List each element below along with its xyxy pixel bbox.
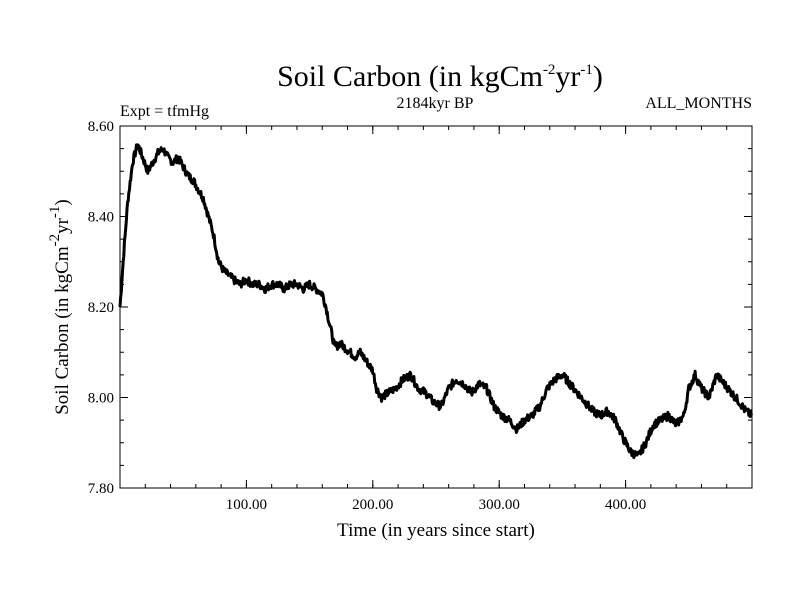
series-line-soil-carbon (118, 143, 753, 460)
y-tick-label: 8.60 (88, 119, 114, 135)
x-tick-label: 300.00 (479, 497, 520, 513)
experiment-label: Expt = tfmHg (120, 103, 209, 120)
y-axis: 7.80 8.00 8.20 8.40 8.60 (88, 119, 752, 497)
x-tick-label: 100.00 (226, 497, 267, 513)
y-axis-label: Soil Carbon (in kgCm-2yr-1) (47, 199, 73, 415)
y-tick-label: 8.40 (88, 210, 114, 226)
x-tick-label: 400.00 (605, 497, 646, 513)
y-tick-label: 8.00 (88, 391, 114, 407)
months-label: ALL_MONTHS (645, 95, 752, 112)
plot-frame (119, 125, 753, 489)
y-tick-label: 7.80 (88, 481, 114, 497)
x-tick-label: 200.00 (352, 497, 393, 513)
y-tick-label: 8.20 (88, 300, 114, 316)
x-axis-label: Time (in years since start) (337, 520, 535, 541)
x-axis: 100.00 200.00 300.00 400.00 (119, 126, 753, 513)
period-label: 2184kyr BP (397, 95, 474, 112)
chart-title: Soil Carbon (in kgCm-2yr-1) (277, 60, 603, 93)
